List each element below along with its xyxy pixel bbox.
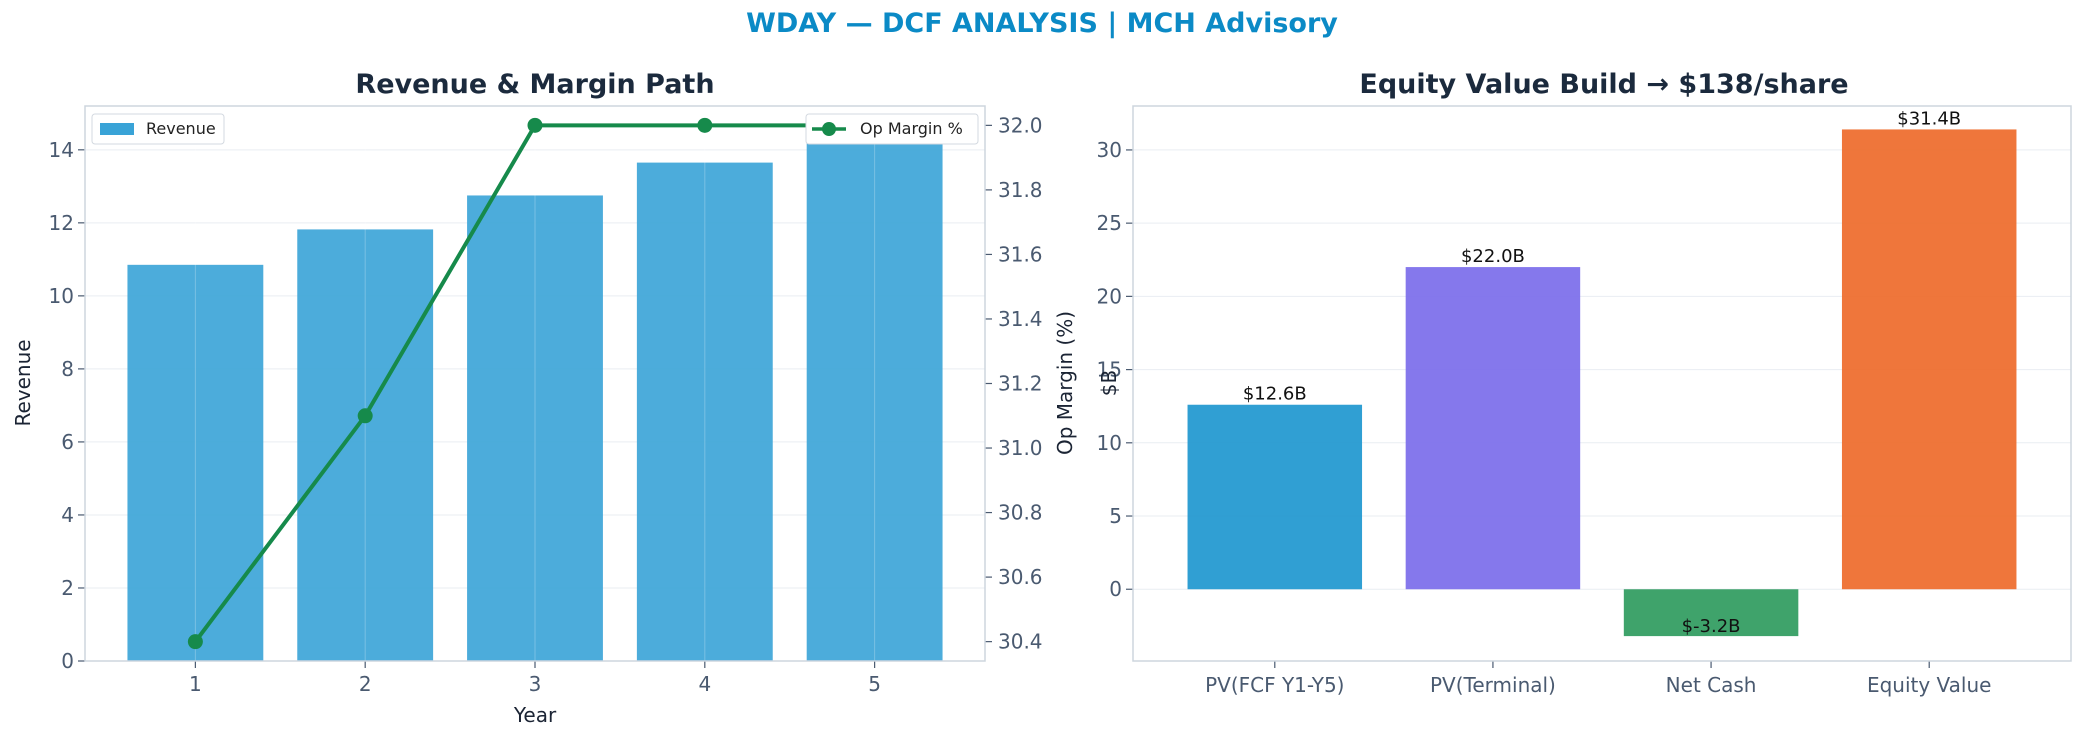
revenue-bar (467, 195, 603, 662)
right-panel-y-ticks: 0 5 10 15 20 25 30 (1097, 138, 1133, 601)
left-y-axis-label: Revenue (11, 339, 35, 426)
right-panel-x-tick-label: PV(Terminal) (1430, 673, 1556, 697)
revenue-bar (636, 162, 773, 661)
left-y-tick-label: 10 (49, 284, 74, 308)
right-y-tick-label: 30.8 (998, 501, 1043, 525)
right-panel-y-tick-label: 5 (1109, 504, 1122, 528)
left-y-tick-label: 12 (49, 211, 74, 235)
equity-bar (1841, 129, 2017, 590)
right-y-tick-label: 31.2 (998, 372, 1043, 396)
right-y-tick-label: 32.0 (998, 113, 1043, 137)
left-plot-frame (84, 105, 986, 662)
right-panel-y-tick-label: 30 (1097, 138, 1122, 162)
right-panel-x-tick-label: PV(FCF Y1-Y5) (1205, 673, 1344, 697)
equity-bar (1405, 267, 1581, 590)
right-y-tick-label: 30.6 (998, 565, 1043, 589)
right-panel-x-ticks: PV(FCF Y1-Y5) PV(Terminal) Net Cash Equity … (1205, 661, 1991, 697)
left-y-tick-label: 8 (61, 357, 74, 381)
left-x-tick-label: 5 (868, 672, 881, 696)
left-y-tick-label: 14 (49, 138, 74, 162)
op-margin-point (187, 634, 203, 650)
right-y-tick-label: 31.0 (998, 436, 1043, 460)
right-panel-y-tick-label: 15 (1097, 358, 1122, 382)
equity-data-label: $-3.2B (1682, 616, 1741, 637)
left-y-tick-label: 4 (61, 503, 74, 527)
legend-revenue: Revenue (91, 113, 225, 145)
equity-data-label: $31.4B (1897, 108, 1961, 129)
right-panel-y-tick-label: 0 (1109, 577, 1122, 601)
left-x-tick-label: 3 (529, 672, 542, 696)
left-chart-title: Revenue & Margin Path (355, 69, 714, 100)
equity-data-label: $22.0B (1461, 246, 1525, 267)
left-x-tick-label: 2 (359, 672, 372, 696)
legend-op-margin-label: Op Margin % (860, 119, 963, 138)
right-panel-y-tick-label: 10 (1097, 431, 1122, 455)
legend-revenue-swatch (100, 123, 134, 135)
legend-op-margin-box (805, 113, 979, 145)
equity-build-panel: Equity Value Build → $138/share $12.6B $2… (1097, 69, 2072, 697)
left-x-tick-label: 4 (698, 672, 711, 696)
left-y-ticks: 0 2 4 6 8 10 12 14 (49, 138, 85, 673)
equity-data-label: $12.6B (1243, 384, 1307, 405)
right-y-tick-label: 31.8 (998, 178, 1043, 202)
right-panel-y-tick-label: 20 (1097, 284, 1122, 308)
right-panel-x-tick-label: Equity Value (1867, 673, 1992, 697)
left-x-tick-label: 1 (189, 672, 202, 696)
legend-revenue-label: Revenue (146, 119, 216, 138)
right-panel-x-tick-label: Net Cash (1666, 673, 1757, 697)
right-panel-y-axis-label: $B (1097, 370, 1121, 396)
right-plot-frame (1132, 105, 2072, 662)
left-y-tick-label: 6 (61, 430, 74, 454)
figure-title: WDAY — DCF ANALYSIS | MCH Advisory (746, 8, 1338, 39)
legend-revenue-box (91, 113, 225, 145)
equity-bar (1187, 404, 1363, 590)
right-y-ticks: 30.4 30.6 30.8 31.0 31.2 31.4 31.6 31.8 32.0 (985, 113, 1043, 654)
right-y-tick-label: 30.4 (998, 630, 1043, 654)
left-y-tick-label: 2 (61, 576, 74, 600)
op-margin-point (697, 117, 713, 133)
op-margin-point (527, 117, 543, 133)
right-y-tick-label: 31.6 (998, 242, 1043, 266)
left-y-tick-label: 0 (61, 649, 74, 673)
legend-op-margin-marker (822, 122, 836, 136)
left-x-ticks: 1 2 3 4 5 (189, 661, 881, 696)
revenue-bars (127, 106, 943, 662)
op-margin-point (357, 408, 373, 424)
equity-data-labels: $12.6B $22.0B $-3.2B $31.4B (1243, 108, 1961, 637)
right-y-tick-label: 31.4 (998, 307, 1043, 331)
equity-bars (1187, 129, 2017, 637)
right-panel-y-tick-label: 25 (1097, 211, 1122, 235)
revenue-bar (806, 124, 943, 661)
revenue-bar (127, 264, 264, 661)
equity-bar (1623, 589, 1799, 637)
right-y-axis-label: Op Margin (%) (1053, 311, 1077, 455)
right-chart-title: Equity Value Build → $138/share (1359, 69, 1848, 100)
left-x-axis-label: Year (513, 703, 557, 727)
revenue-bar (297, 229, 434, 661)
legend-op-margin: Op Margin % (805, 113, 979, 145)
